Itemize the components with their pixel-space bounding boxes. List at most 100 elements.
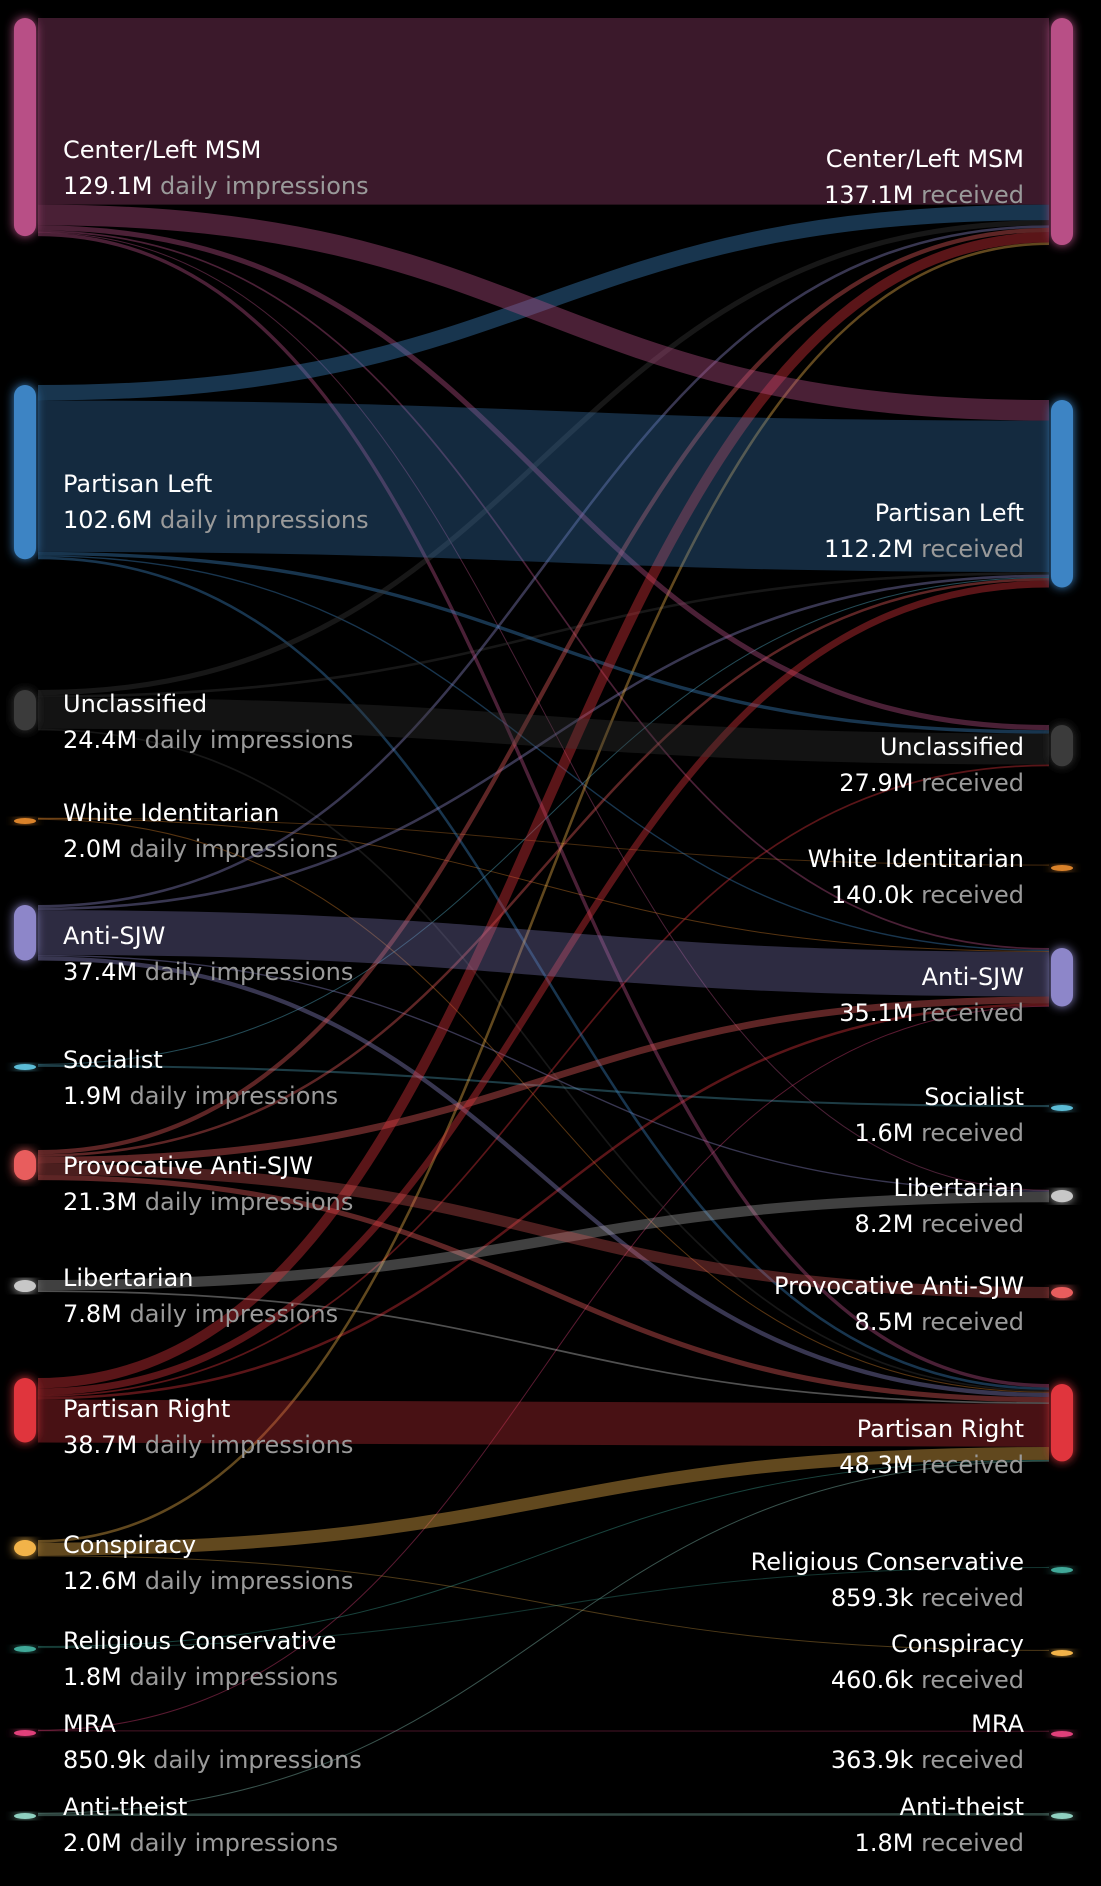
- source-label-as: Anti-SJW 37.4M daily impressions: [63, 922, 353, 986]
- source-label-value: 24.4M daily impressions: [63, 726, 353, 754]
- source-node-so[interactable]: [14, 1064, 36, 1070]
- link-cl-to-as: [37, 230, 1050, 950]
- target-label-value: 460.6k received: [831, 1666, 1024, 1694]
- source-label-name: Unclassified: [63, 690, 207, 718]
- target-label-at: Anti-theist 1.8M received: [855, 1793, 1024, 1857]
- target-node-pl[interactable]: [1051, 400, 1073, 588]
- link-cl-to-li: [37, 231, 1050, 1191]
- target-label-pr: Partisan Right 48.3M received: [839, 1415, 1024, 1479]
- source-label-name: Conspiracy: [63, 1531, 196, 1559]
- target-label-value: 8.5M received: [855, 1308, 1024, 1336]
- link-pl-to-un: [37, 551, 1050, 734]
- link-rc-to-pr: [37, 1459, 1050, 1648]
- target-label-cl: Center/Left MSM 137.1M received: [824, 145, 1024, 209]
- target-node-as[interactable]: [1051, 948, 1073, 1007]
- source-node-rc[interactable]: [14, 1646, 36, 1652]
- source-node-un[interactable]: [14, 690, 36, 731]
- target-label-value: 363.9k received: [831, 1746, 1024, 1774]
- source-label-name: Partisan Left: [63, 470, 212, 498]
- link-so-to-so: [37, 1064, 1050, 1108]
- target-label-name: Socialist: [924, 1083, 1024, 1111]
- link-un-to-un: [37, 697, 1050, 765]
- source-label-value: 7.8M daily impressions: [63, 1300, 338, 1328]
- source-label-value: 2.0M daily impressions: [63, 1829, 338, 1857]
- link-at-to-pr: [37, 1460, 1050, 1814]
- source-label-wi: White Identitarian 2.0M daily impressions: [63, 799, 338, 863]
- link-co-to-pr: [37, 1446, 1050, 1556]
- link-pas-to-pr: [37, 1174, 1050, 1403]
- target-label-value: 859.3k received: [831, 1584, 1024, 1612]
- source-label-name: Religious Conservative: [63, 1627, 336, 1655]
- target-label-name: Partisan Left: [875, 499, 1024, 527]
- target-node-un[interactable]: [1051, 725, 1073, 767]
- source-node-li[interactable]: [14, 1280, 36, 1293]
- link-pl-to-as: [37, 555, 1050, 952]
- target-node-li[interactable]: [1051, 1190, 1073, 1203]
- source-label-pas: Provocative Anti-SJW 21.3M daily impressi…: [63, 1152, 353, 1216]
- source-label-at: Anti-theist 2.0M daily impressions: [63, 1793, 338, 1857]
- target-node-cl[interactable]: [1051, 18, 1073, 246]
- source-node-at[interactable]: [14, 1813, 36, 1819]
- target-label-rc: Religious Conservative 859.3k received: [751, 1548, 1024, 1612]
- labels-layer: Center/Left MSM 129.1M daily impressions P…: [63, 136, 1025, 1857]
- link-at-to-at: [37, 1813, 1050, 1817]
- links-layer: [37, 17, 1050, 1817]
- source-label-mra: MRA 850.9k daily impressions: [63, 1710, 362, 1774]
- source-label-value: 850.9k daily impressions: [63, 1746, 362, 1774]
- source-node-pl[interactable]: [14, 385, 36, 560]
- source-node-pr[interactable]: [14, 1378, 36, 1443]
- target-label-value: 1.6M received: [855, 1119, 1024, 1147]
- target-label-name: Unclassified: [880, 733, 1024, 761]
- nodes-layer: [14, 18, 1073, 1819]
- target-node-at[interactable]: [1051, 1813, 1073, 1819]
- link-pr-to-as: [37, 1003, 1050, 1400]
- target-label-value: 35.1M received: [839, 999, 1024, 1027]
- target-node-so[interactable]: [1051, 1105, 1073, 1111]
- source-label-li: Libertarian 7.8M daily impressions: [63, 1264, 338, 1328]
- target-node-wi[interactable]: [1051, 865, 1073, 871]
- source-node-mra[interactable]: [14, 1730, 36, 1736]
- target-label-name: White Identitarian: [808, 845, 1024, 873]
- target-label-pas: Provocative Anti-SJW 8.5M received: [774, 1272, 1024, 1336]
- target-label-name: Conspiracy: [891, 1630, 1024, 1658]
- target-label-name: Libertarian: [894, 1174, 1024, 1202]
- source-label-value: 102.6M daily impressions: [63, 506, 369, 534]
- link-pas-to-cl: [37, 227, 1050, 1155]
- source-label-name: Anti-theist: [63, 1793, 187, 1821]
- source-label-value: 1.8M daily impressions: [63, 1663, 338, 1691]
- target-node-co[interactable]: [1051, 1650, 1073, 1656]
- link-as-to-cl: [37, 225, 1050, 908]
- link-pl-to-pl: [37, 400, 1050, 572]
- target-node-mra[interactable]: [1051, 1731, 1073, 1737]
- source-node-cl[interactable]: [14, 18, 36, 237]
- source-label-name: Anti-SJW: [63, 922, 165, 950]
- target-label-name: Provocative Anti-SJW: [774, 1272, 1024, 1300]
- source-node-wi[interactable]: [14, 818, 36, 824]
- link-as-to-pr: [37, 956, 1050, 1398]
- source-label-value: 2.0M daily impressions: [63, 835, 338, 863]
- link-wi-to-as: [37, 818, 1050, 952]
- target-label-name: Anti-theist: [900, 1793, 1024, 1821]
- target-label-value: 112.2M received: [824, 535, 1024, 563]
- target-label-name: Anti-SJW: [922, 963, 1024, 991]
- source-label-so: Socialist 1.9M daily impressions: [63, 1046, 338, 1110]
- link-li-to-li: [37, 1191, 1050, 1291]
- source-label-name: MRA: [63, 1710, 116, 1738]
- link-pl-to-pr: [37, 556, 1050, 1391]
- target-label-wi: White Identitarian 140.0k received: [808, 845, 1024, 909]
- target-node-pas[interactable]: [1051, 1287, 1073, 1299]
- link-pl-to-cl: [37, 204, 1050, 401]
- target-label-value: 137.1M received: [824, 181, 1024, 209]
- source-node-co[interactable]: [14, 1540, 36, 1557]
- target-node-rc[interactable]: [1051, 1567, 1073, 1573]
- source-label-name: Partisan Right: [63, 1395, 230, 1423]
- source-node-pas[interactable]: [14, 1150, 36, 1181]
- link-co-to-co: [37, 1555, 1050, 1651]
- source-node-as[interactable]: [14, 905, 36, 961]
- target-label-value: 1.8M received: [855, 1829, 1024, 1857]
- target-label-name: Partisan Right: [857, 1415, 1024, 1443]
- link-as-to-li: [37, 954, 1050, 1192]
- target-node-pr[interactable]: [1051, 1384, 1073, 1462]
- link-un-to-pr: [37, 728, 1050, 1392]
- target-label-so: Socialist 1.6M received: [855, 1083, 1024, 1147]
